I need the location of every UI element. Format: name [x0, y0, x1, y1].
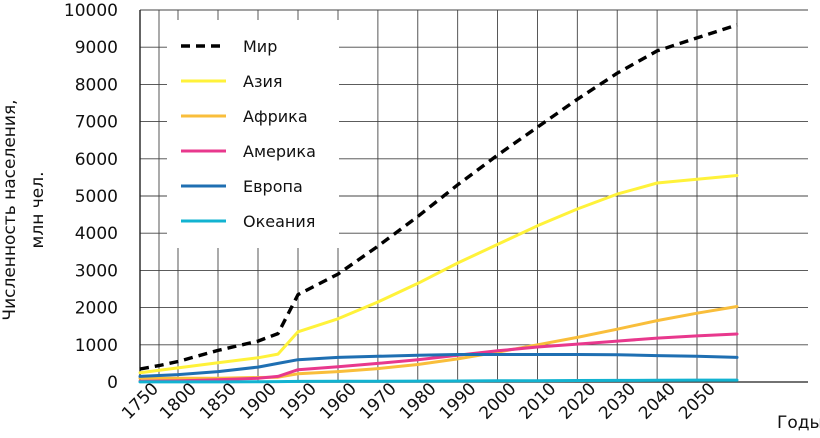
- y-axis-title-line2: млн чел.: [28, 172, 48, 249]
- legend-label: Азия: [243, 72, 282, 91]
- x-tick-label: 1750: [118, 379, 163, 424]
- series-line-3: [138, 332, 739, 383]
- legend-label: Мир: [243, 37, 277, 56]
- y-tick-label: 9000: [75, 38, 118, 58]
- y-tick-label: 2000: [75, 299, 118, 319]
- y-tick-label: 4000: [75, 224, 118, 244]
- x-tick-label: 2020: [555, 379, 600, 424]
- x-tick-label: 2030: [595, 379, 640, 424]
- legend-label: Европа: [243, 177, 303, 196]
- y-tick-label: 3000: [75, 261, 118, 281]
- x-tick-label: 1970: [356, 379, 401, 424]
- series-line-0: [139, 23, 738, 371]
- series-line-1: [138, 174, 739, 375]
- x-tick-label: 1800: [156, 379, 201, 424]
- series-lines: [138, 23, 739, 384]
- x-tick-label: 1960: [316, 379, 361, 424]
- x-tick-label: 2050: [675, 379, 720, 424]
- y-tick-label: 8000: [75, 75, 118, 95]
- series-line-5: [138, 378, 739, 384]
- legend-label: Океания: [243, 212, 315, 231]
- y-tick-label: 0: [107, 373, 118, 393]
- y-tick-label: 5000: [75, 187, 118, 207]
- x-axis-title: Годы: [777, 413, 820, 433]
- x-tick-label: 2010: [516, 379, 561, 424]
- legend-box: [167, 20, 339, 248]
- legend-background: [167, 20, 339, 248]
- legend: Мир Азия Африка Америка Европа Океания: [181, 37, 316, 231]
- x-tick-labels: 1750180018501900195019601970198019902000…: [118, 379, 720, 424]
- y-tick-labels: 0 1000 2000 3000 4000 5000 6000 7000 8000 9000 100…: [64, 1, 118, 393]
- x-tick-label: 1900: [236, 379, 281, 424]
- y-tick-label: 7000: [75, 113, 118, 133]
- x-tick-label: 1990: [436, 379, 481, 424]
- y-tick-label: 1000: [75, 336, 118, 356]
- series-line-2: [138, 305, 739, 380]
- x-tick-label: 1950: [276, 379, 321, 424]
- series-line-4: [138, 353, 739, 378]
- y-axis-title-line1: Численность населения,: [0, 99, 20, 320]
- x-tick-label: 2040: [635, 379, 680, 424]
- x-tick-label: 1980: [396, 379, 441, 424]
- x-tick-label: 1850: [196, 379, 241, 424]
- legend-label: Америка: [243, 142, 316, 161]
- y-tick-label: 10000: [64, 1, 118, 21]
- y-tick-label: 6000: [75, 150, 118, 170]
- x-tick-label: 2000: [476, 379, 521, 424]
- legend-label: Африка: [243, 107, 308, 126]
